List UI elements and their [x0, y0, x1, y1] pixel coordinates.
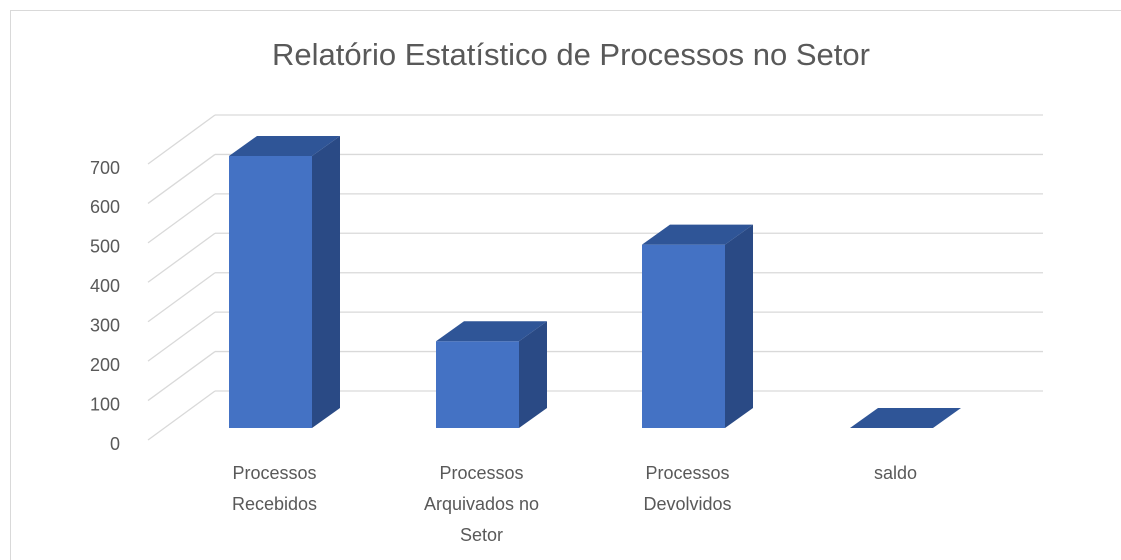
bar-top	[850, 408, 961, 428]
chart-frame	[10, 10, 1121, 560]
bar	[229, 155, 312, 428]
bar	[436, 341, 519, 428]
y-tick-label: 100	[90, 394, 120, 414]
grid-line-side	[147, 153, 216, 204]
grid-line-side	[147, 311, 216, 362]
x-tick-label: Processos Devolvidos	[643, 463, 732, 514]
bar-top	[642, 224, 753, 245]
bar-side	[519, 321, 547, 428]
y-tick-label: 700	[90, 158, 120, 178]
x-tick-label: Processos Arquivados no Setor	[423, 463, 540, 545]
bar	[642, 244, 725, 428]
grid-line-side	[147, 390, 216, 441]
grid-line-side	[147, 232, 216, 283]
grid-line-side	[147, 193, 216, 244]
y-tick-label: 0	[110, 434, 120, 454]
y-tick-label: 300	[90, 315, 120, 335]
bar-top	[436, 321, 547, 342]
chart-title: Relatório Estatístico de Processos no Se…	[272, 37, 870, 72]
grid-line-side	[147, 114, 216, 165]
bar-side	[725, 224, 753, 428]
y-tick-label: 500	[90, 237, 120, 257]
y-tick-label: 600	[90, 197, 120, 217]
y-tick-label: 400	[90, 276, 120, 296]
x-tick-label: saldo	[873, 463, 918, 483]
bar-top	[229, 135, 340, 156]
y-tick-label: 200	[90, 355, 120, 375]
bar-side	[312, 135, 340, 428]
x-tick-label: Processos Recebidos	[231, 463, 318, 514]
grid-line-side	[147, 351, 216, 402]
grid-line-side	[147, 272, 216, 323]
